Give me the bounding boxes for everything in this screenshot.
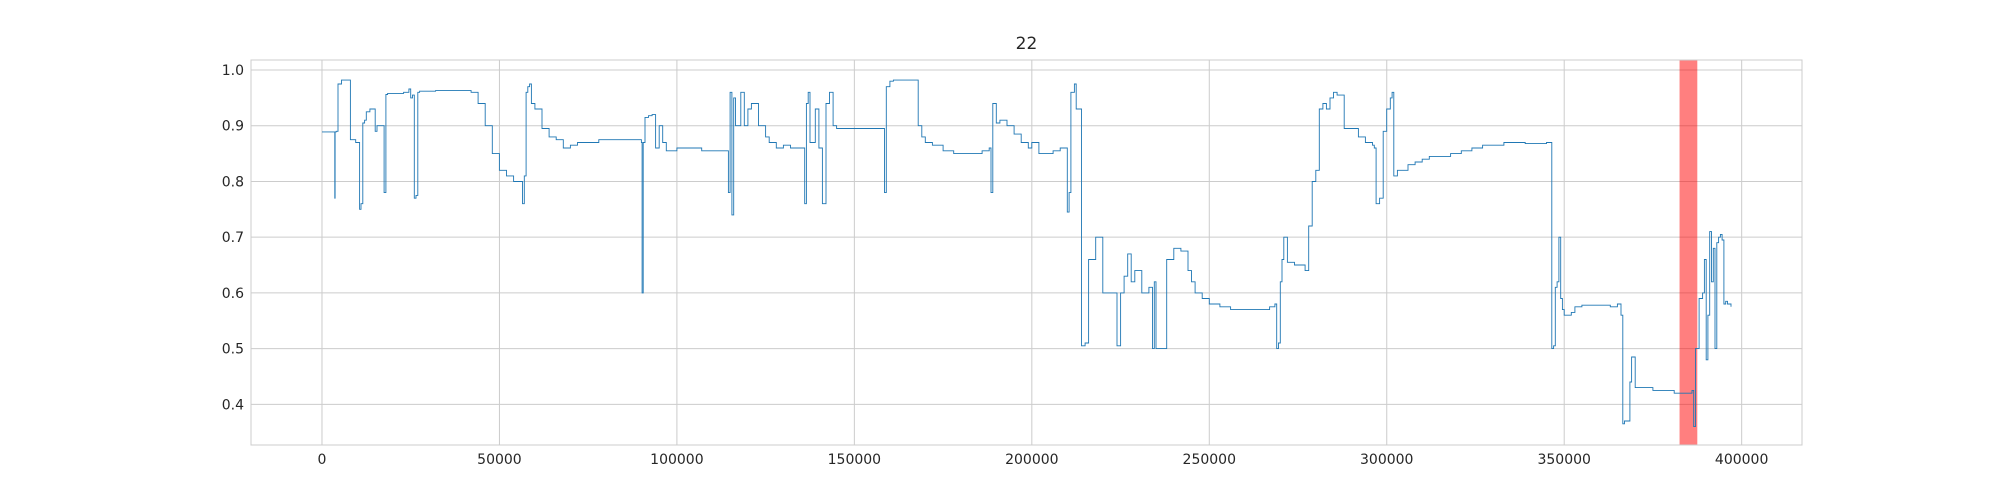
- grid: [251, 60, 1802, 445]
- x-tick-label: 100000: [650, 452, 703, 468]
- series-line: [322, 79, 1732, 428]
- x-tick-label: 200000: [1005, 452, 1058, 468]
- x-tick-label: 250000: [1183, 452, 1236, 468]
- y-tick-label: 0.4: [222, 397, 244, 413]
- x-tick-label: 50000: [477, 452, 522, 468]
- x-tick-label: 0: [318, 452, 327, 468]
- plot-frame: [250, 59, 1803, 446]
- highlight-rect: [1679, 60, 1698, 445]
- y-tick-label: 0.5: [222, 342, 244, 358]
- chart-title: 22: [1016, 34, 1038, 54]
- y-tick-label: 0.8: [222, 174, 244, 190]
- highlight-band: [1679, 60, 1698, 445]
- x-tick-label: 300000: [1360, 452, 1413, 468]
- y-tick-label: 0.9: [222, 119, 244, 135]
- x-tick-label: 350000: [1537, 452, 1590, 468]
- y-tick-label: 0.6: [222, 286, 244, 302]
- y-tick-label: 1.0: [222, 63, 244, 79]
- x-tick-label: 150000: [828, 452, 881, 468]
- y-tick-label: 0.7: [222, 230, 244, 246]
- x-tick-label: 400000: [1715, 452, 1768, 468]
- series: [322, 79, 1732, 428]
- tick-labels: 0 50000 100000 150000 200000 250000 300000 3500…: [222, 63, 1769, 468]
